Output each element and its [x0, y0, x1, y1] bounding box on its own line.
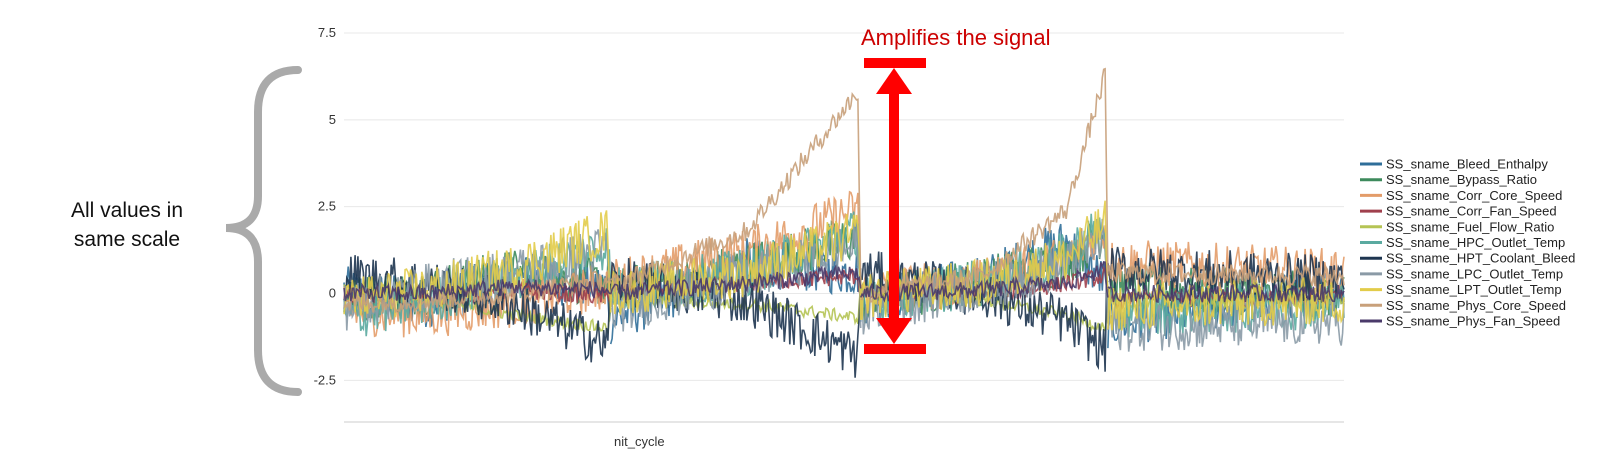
legend-entry: SS_sname_Fuel_Flow_Ratio — [1386, 219, 1554, 234]
y-tick-label: 5 — [329, 112, 336, 127]
arrow-shaft — [889, 90, 899, 324]
arrow-bottom-bar — [864, 344, 926, 354]
series-line — [343, 67, 1345, 314]
legend-entry: SS_sname_Phys_Fan_Speed — [1386, 314, 1560, 329]
series-line — [343, 190, 1345, 338]
legend-entry: SS_sname_Corr_Core_Speed — [1386, 188, 1562, 203]
legend-entry: SS_sname_Phys_Core_Speed — [1386, 298, 1566, 313]
amplify-label: Amplifies the signal — [861, 25, 1051, 50]
legend-entry: SS_sname_LPT_Outlet_Temp — [1386, 282, 1562, 297]
arrow-head-down — [876, 318, 912, 344]
y-tick-label: -2.5 — [314, 372, 336, 387]
left-label-line2: same scale — [74, 228, 180, 251]
arrow-top-bar — [864, 58, 926, 68]
amplify-arrow — [864, 58, 926, 354]
arrow-head-up — [876, 68, 912, 94]
series-line — [343, 260, 1345, 305]
y-tick-label: 2.5 — [318, 199, 336, 214]
legend-entry: SS_sname_Corr_Fan_Speed — [1386, 204, 1557, 219]
series-line — [343, 246, 1345, 378]
brace-shape — [225, 66, 302, 396]
legend-entry: SS_sname_Bleed_Enthalpy — [1386, 157, 1548, 172]
legend-entry: SS_sname_HPC_Outlet_Temp — [1386, 235, 1565, 250]
legend-entry: SS_sname_HPT_Coolant_Bleed — [1386, 251, 1575, 266]
left-label-line1: All values in — [71, 199, 183, 222]
y-tick-label: 0 — [329, 285, 336, 300]
y-tick-label: 7.5 — [318, 25, 336, 40]
legend: SS_sname_Bleed_EnthalpySS_sname_Bypass_R… — [1360, 157, 1575, 329]
legend-entry: SS_sname_Bypass_Ratio — [1386, 172, 1537, 187]
x-axis-label: nit_cycle — [614, 434, 665, 449]
y-tick-labels: 7.5 5 2.5 0 -2.5 — [314, 25, 336, 387]
series-line — [343, 200, 1345, 331]
legend-entry: SS_sname_LPC_Outlet_Temp — [1386, 266, 1563, 281]
series-lines — [343, 67, 1345, 378]
